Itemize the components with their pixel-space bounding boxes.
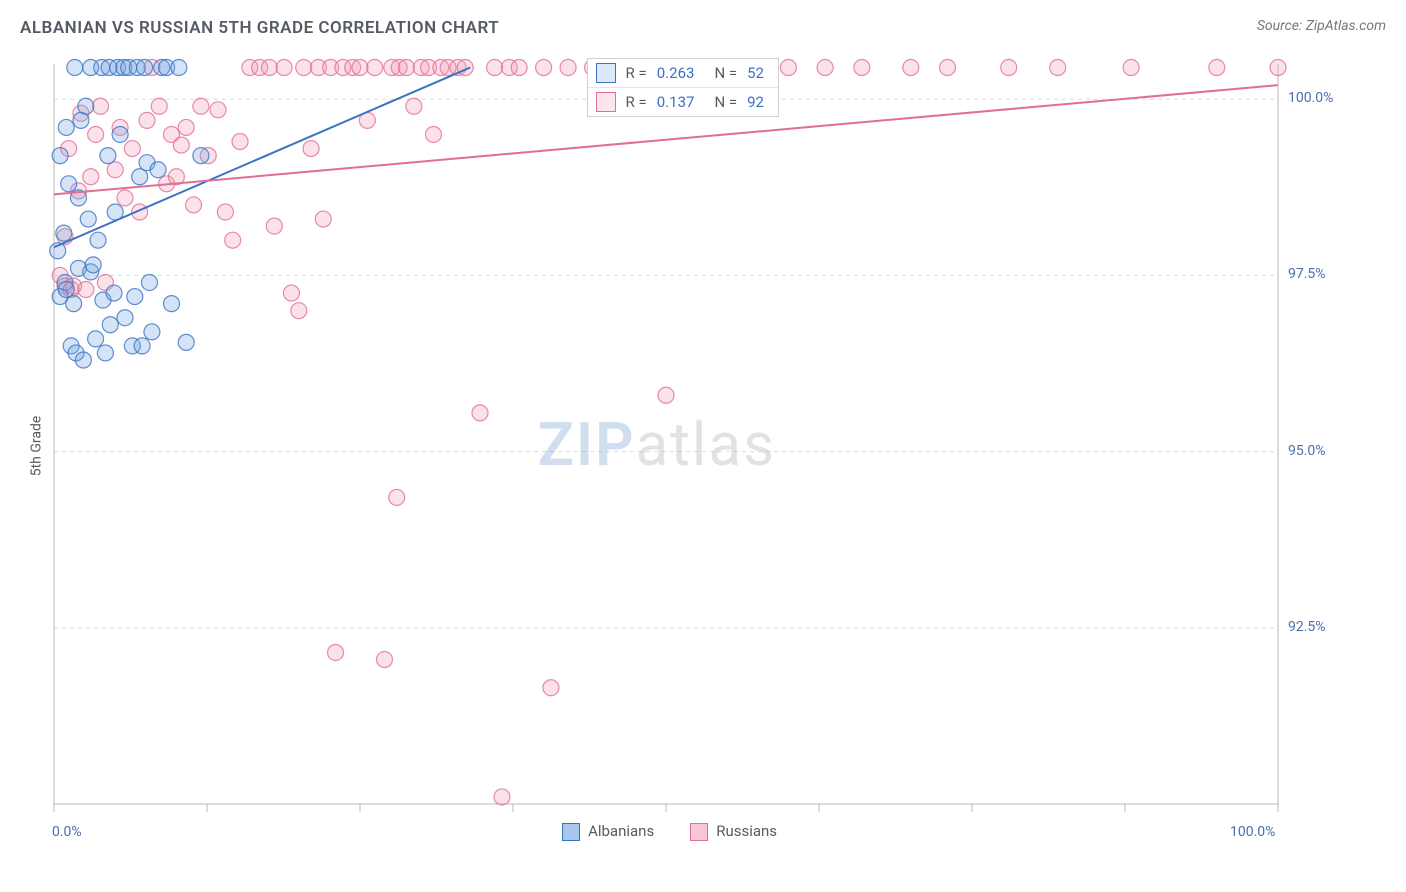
stats-r-value: 0.137 — [657, 93, 695, 111]
chart-title: ALBANIAN VS RUSSIAN 5TH GRADE CORRELATIO… — [20, 18, 499, 38]
series-legend: Albanians Russians — [562, 822, 777, 841]
stats-n-label: N = — [714, 93, 737, 111]
legend-swatch — [690, 823, 708, 841]
stats-n-value: 92 — [747, 93, 764, 111]
legend-label: Russians — [716, 822, 777, 840]
x-tick-label: 0.0% — [52, 824, 82, 840]
stats-n-label: N = — [714, 64, 737, 82]
y-axis-label: 5th Grade — [28, 416, 44, 477]
stats-swatch — [596, 63, 616, 83]
chart-container: ALBANIAN VS RUSSIAN 5TH GRADE CORRELATIO… — [0, 0, 1406, 892]
legend-swatch — [562, 823, 580, 841]
stats-legend: R = 0.263 N = 52 R = 0.137 N = 92 — [587, 58, 779, 117]
scatter-plot — [48, 54, 1338, 818]
stats-r-label: R = — [626, 64, 647, 82]
y-tick-label: 92.5% — [1288, 619, 1326, 635]
y-tick-label: 95.0% — [1288, 443, 1326, 459]
stats-swatch — [596, 92, 616, 112]
legend-item: Albanians — [562, 822, 654, 841]
y-tick-label: 97.5% — [1288, 266, 1326, 282]
x-tick-label: 100.0% — [1230, 824, 1275, 840]
source-label: Source: ZipAtlas.com — [1257, 18, 1386, 34]
legend-label: Albanians — [588, 822, 654, 840]
stats-n-value: 52 — [747, 64, 764, 82]
stats-row: R = 0.137 N = 92 — [588, 87, 778, 116]
stats-r-label: R = — [626, 93, 647, 111]
stats-r-value: 0.263 — [657, 64, 695, 82]
stats-row: R = 0.263 N = 52 — [588, 59, 778, 87]
y-tick-label: 100.0% — [1288, 90, 1333, 106]
legend-item: Russians — [690, 822, 777, 841]
